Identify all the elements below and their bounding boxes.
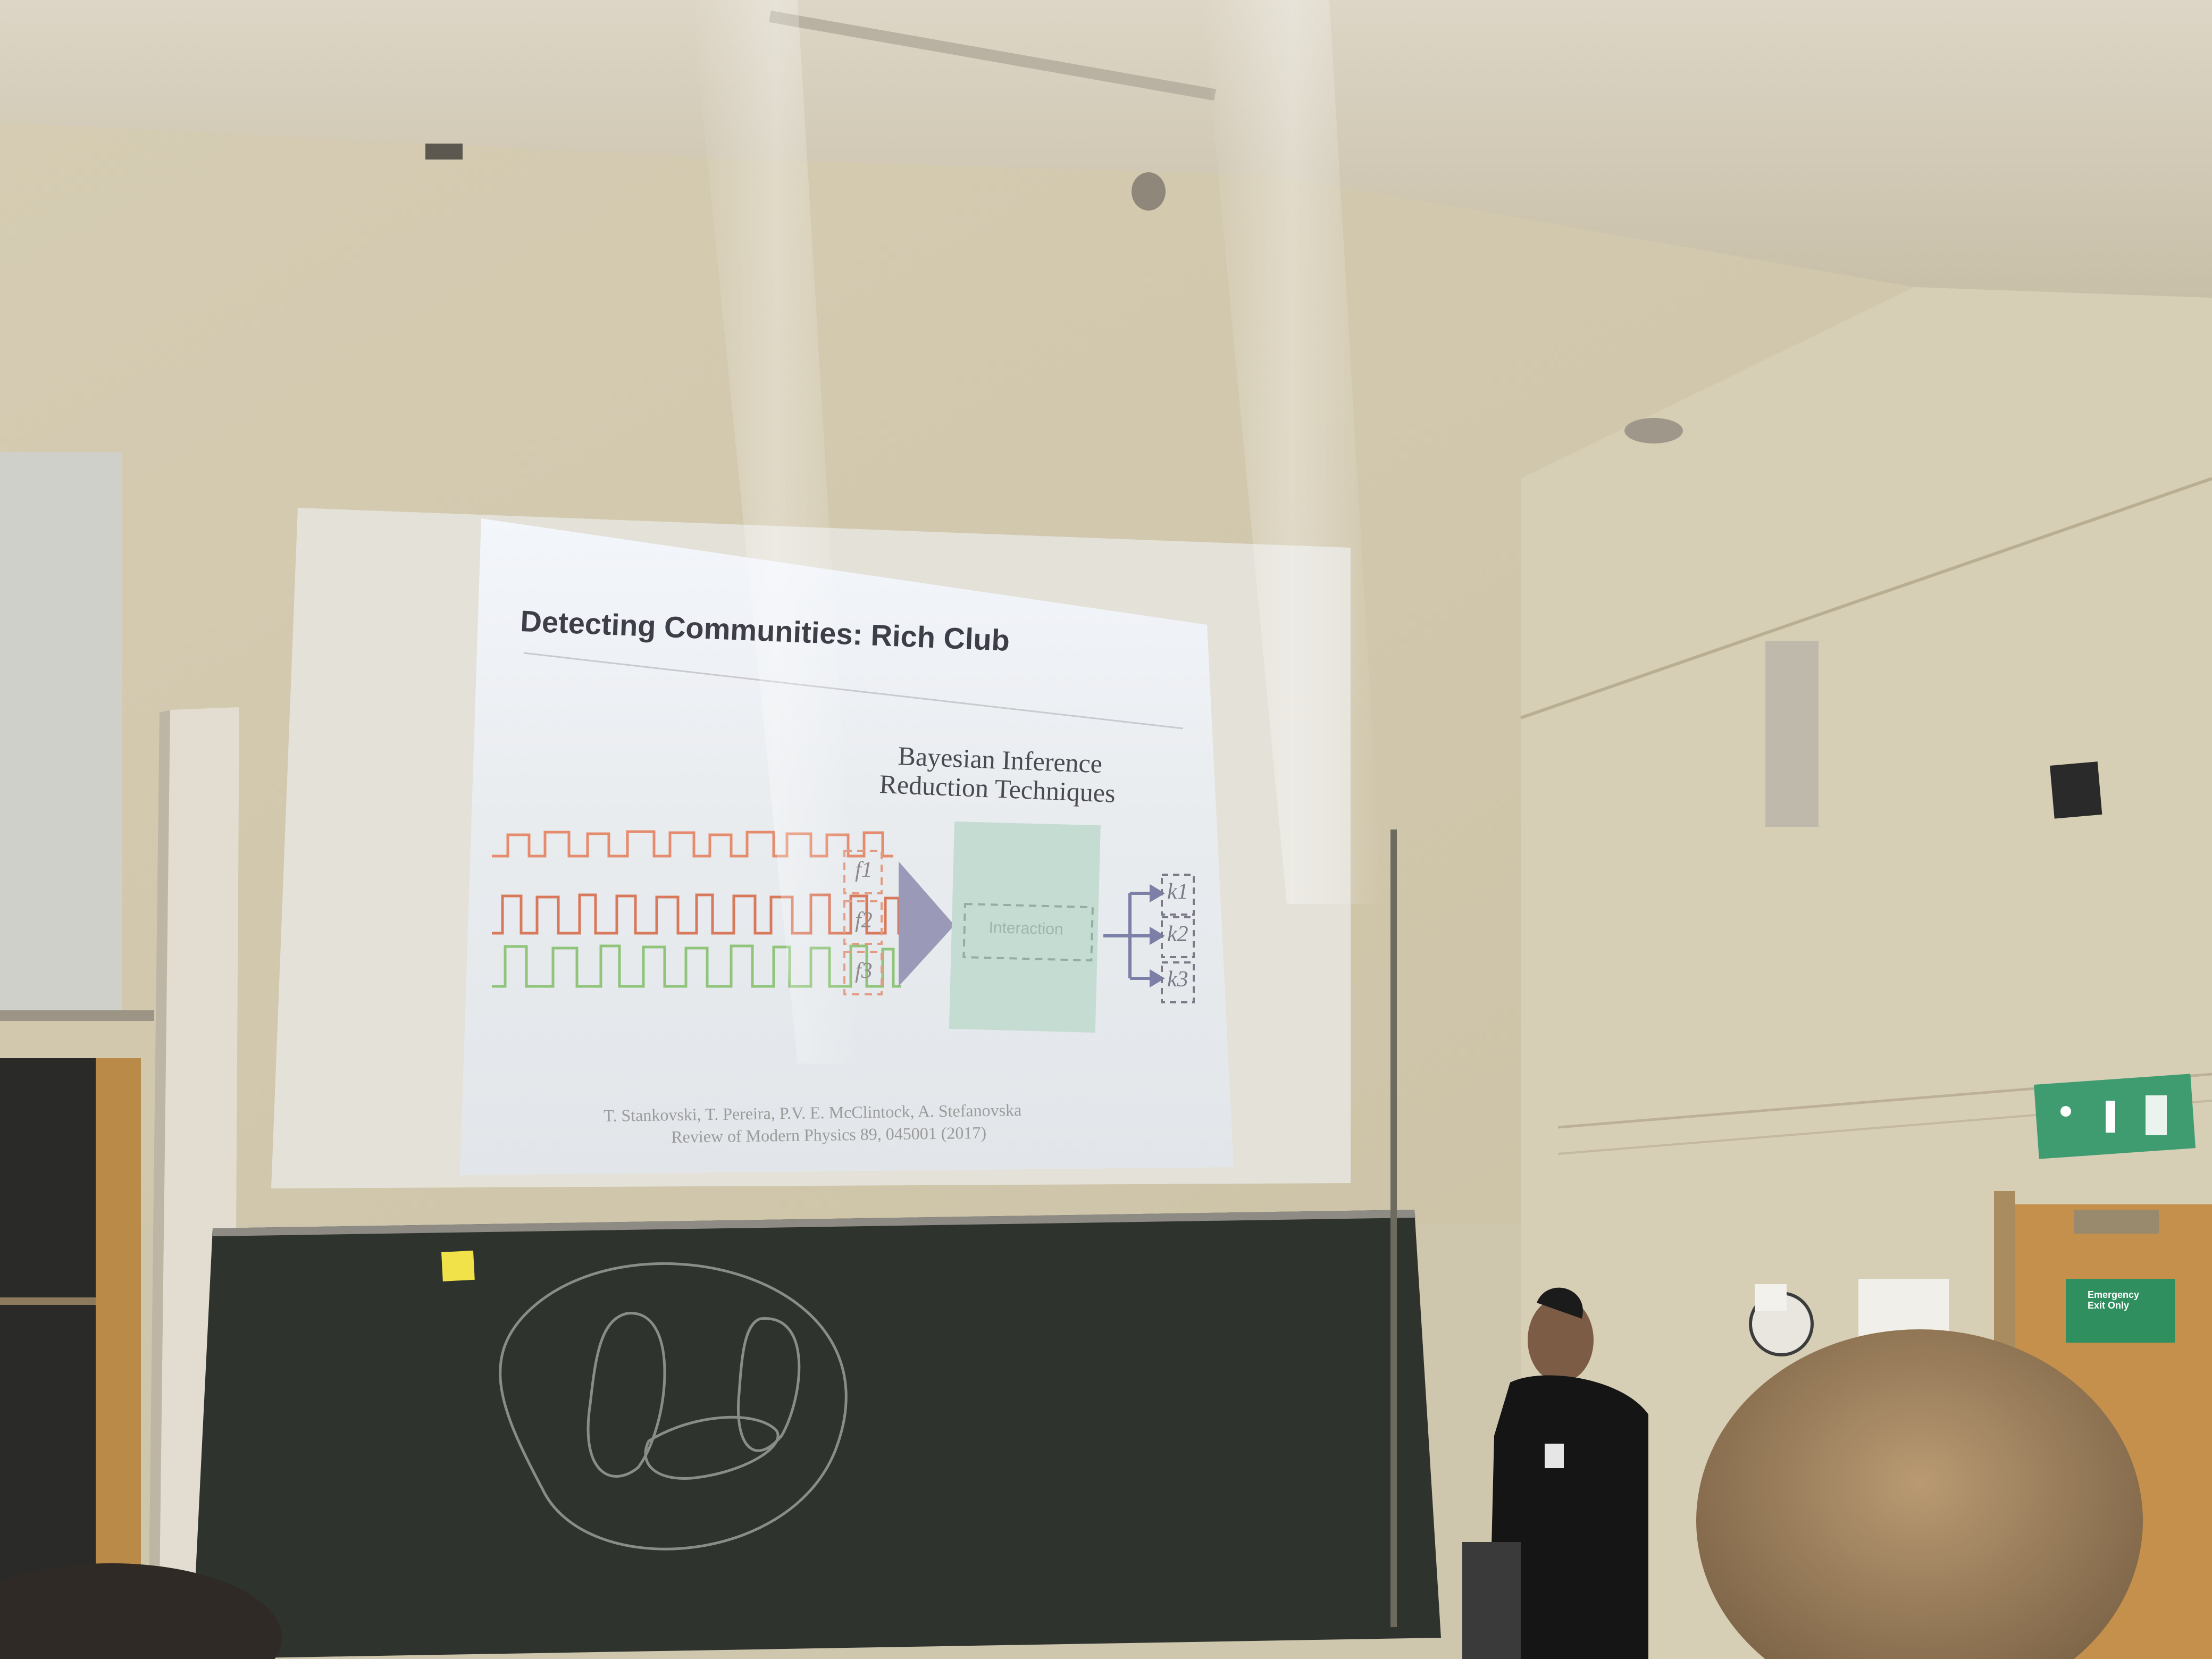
emergency-exit-text: Emergency Exit Only [2088,1289,2140,1311]
output-arrows [1103,884,1165,988]
output-label-k3: k3 [1167,967,1188,992]
wall-speaker [1765,641,1819,827]
output-label-k2: k2 [1167,922,1188,946]
projector-beam [691,0,861,1063]
ceiling [0,0,2212,298]
interaction-label: Interaction [988,919,1064,939]
slide-title-rule [523,652,1184,730]
process-arrow [899,861,954,986]
chalk-drawing [499,1262,848,1551]
input-label-f1: f1 [855,858,873,882]
audience-head [1696,1329,2143,1659]
chalkboard [191,1210,1441,1659]
output-brackets [1161,874,1195,1003]
ceiling-rail [769,11,1217,101]
sticky-note [441,1250,475,1281]
interaction-box [949,821,1101,1033]
input-label-f2: f2 [855,908,873,933]
left-wall-panel [0,452,122,1010]
interaction-inner-box [962,902,1094,962]
input-label-f3: f3 [855,959,873,983]
output-label-k1: k1 [1167,879,1188,904]
emergency-sign [2066,1279,2175,1343]
ceiling-spotlight [1132,172,1166,211]
input-brackets [843,850,883,995]
presenter [1462,1287,1648,1659]
